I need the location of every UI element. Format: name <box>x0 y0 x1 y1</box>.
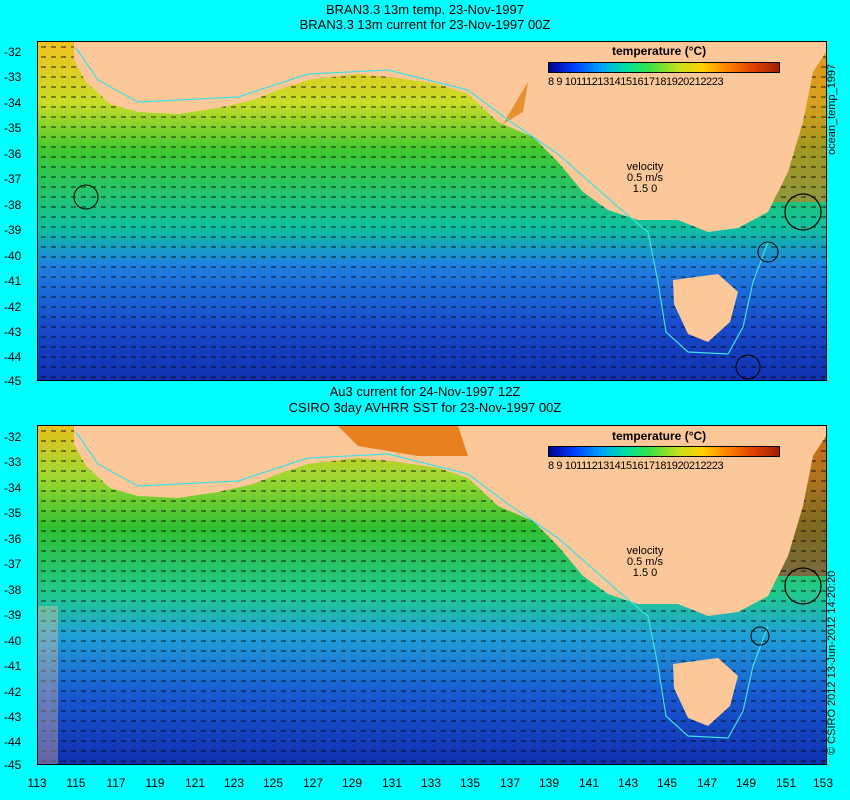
lon-label: 133 <box>420 776 442 790</box>
eddy <box>784 567 822 605</box>
top-legend-title: temperature (°C) <box>612 44 707 58</box>
velocity-value: 0.5 m/s <box>626 172 664 184</box>
lon-label: 145 <box>656 776 678 790</box>
lat-label: -33 <box>4 70 22 84</box>
eddy <box>735 354 761 380</box>
lat-label: -34 <box>4 481 22 495</box>
lat-label: -40 <box>4 249 22 263</box>
lat-label: -34 <box>4 96 22 110</box>
bottom-map-panel <box>37 425 827 765</box>
shelf-isobath-line <box>75 47 769 355</box>
lon-label: 127 <box>302 776 324 790</box>
lon-label: 153 <box>812 776 834 790</box>
lat-label: -44 <box>4 735 22 749</box>
lon-label: 143 <box>617 776 639 790</box>
lon-label: 129 <box>341 776 363 790</box>
lat-label: -44 <box>4 350 22 364</box>
velocity-scale: 1.5 0 <box>632 183 658 195</box>
lat-label: -35 <box>4 121 22 135</box>
lat-label: -43 <box>4 710 22 724</box>
lat-label: -36 <box>4 147 22 161</box>
lat-label: -32 <box>4 45 22 59</box>
top-map-panel <box>37 41 827 381</box>
lat-label: -40 <box>4 634 22 648</box>
lat-label: -45 <box>4 758 22 772</box>
top-map-svg <box>38 42 826 380</box>
top-legend-colorbar <box>548 62 780 73</box>
lat-label: -39 <box>4 223 22 237</box>
lat-label: -36 <box>4 532 22 546</box>
bottom-title-line1: Au3 current for 24-Nov-1997 12Z <box>329 384 521 399</box>
lon-label: 137 <box>499 776 521 790</box>
lat-label: -37 <box>4 172 22 186</box>
lon-label: 139 <box>538 776 560 790</box>
lon-label: 117 <box>106 776 126 790</box>
bottom-legend-ticks: 8 9 1011121314151617181920212223 <box>548 460 724 472</box>
lon-label: 119 <box>145 776 165 790</box>
shelf-isobath-line <box>75 431 769 739</box>
velocity-scale: 1.5 0 <box>632 567 658 579</box>
top-legend-ticks: 8 9 1011121314151617181920212223 <box>548 76 724 88</box>
velocity-value: 0.5 m/s <box>626 556 664 568</box>
lat-label: -42 <box>4 685 22 699</box>
lat-label: -38 <box>4 583 22 597</box>
cloud-mask-pixels <box>38 606 58 764</box>
coastal-warm-water <box>338 426 468 456</box>
top-side-label: ocean_temp_1997 <box>826 63 838 155</box>
bottom-velocity-key: velocity 0.5 m/s 1.5 0 <box>610 546 680 579</box>
lon-label: 125 <box>262 776 284 790</box>
bottom-legend-colorbar <box>548 446 780 457</box>
lon-label: 135 <box>459 776 481 790</box>
bottom-map-svg <box>38 426 826 764</box>
top-title-line1: BRAN3.3 13m temp. 23-Nov-1997 <box>326 2 524 17</box>
top-title-line2: BRAN3.3 13m current for 23-Nov-1997 00Z <box>299 17 551 32</box>
lat-label: -37 <box>4 557 22 571</box>
lon-label: 151 <box>775 776 797 790</box>
gulf-warm-water <box>503 82 528 124</box>
bottom-title-line2: CSIRO 3day AVHRR SST for 23-Nov-1997 00Z <box>288 400 562 415</box>
bottom-side-label: © CSIRO 2012 13-Jun-2012 14:20:20 <box>826 570 838 755</box>
lon-label: 115 <box>66 776 86 790</box>
lat-label: -41 <box>4 659 22 673</box>
eddy <box>757 241 779 263</box>
lon-label: 131 <box>381 776 403 790</box>
lat-label: -45 <box>4 374 22 388</box>
lat-label: -39 <box>4 608 22 622</box>
velocity-label: velocity <box>626 545 664 557</box>
lon-label: 141 <box>578 776 600 790</box>
lon-label: 149 <box>735 776 757 790</box>
lat-label: -35 <box>4 506 22 520</box>
top-velocity-key: velocity 0.5 m/s 1.5 0 <box>610 162 680 195</box>
bottom-legend-title: temperature (°C) <box>612 429 707 443</box>
lon-label: 147 <box>696 776 718 790</box>
eddy <box>750 626 770 646</box>
eddy <box>784 193 822 231</box>
lat-label: -42 <box>4 300 22 314</box>
lon-label: 121 <box>184 776 206 790</box>
lat-label: -41 <box>4 274 22 288</box>
lat-label: -43 <box>4 325 22 339</box>
tasmania-land <box>673 658 738 726</box>
tasmania-land <box>673 274 738 342</box>
lon-label: 123 <box>223 776 245 790</box>
lat-label: -33 <box>4 455 22 469</box>
lat-label: -32 <box>4 430 22 444</box>
lat-label: -38 <box>4 198 22 212</box>
velocity-label: velocity <box>626 161 664 173</box>
lon-label: 113 <box>27 776 47 790</box>
eddy <box>73 184 99 210</box>
